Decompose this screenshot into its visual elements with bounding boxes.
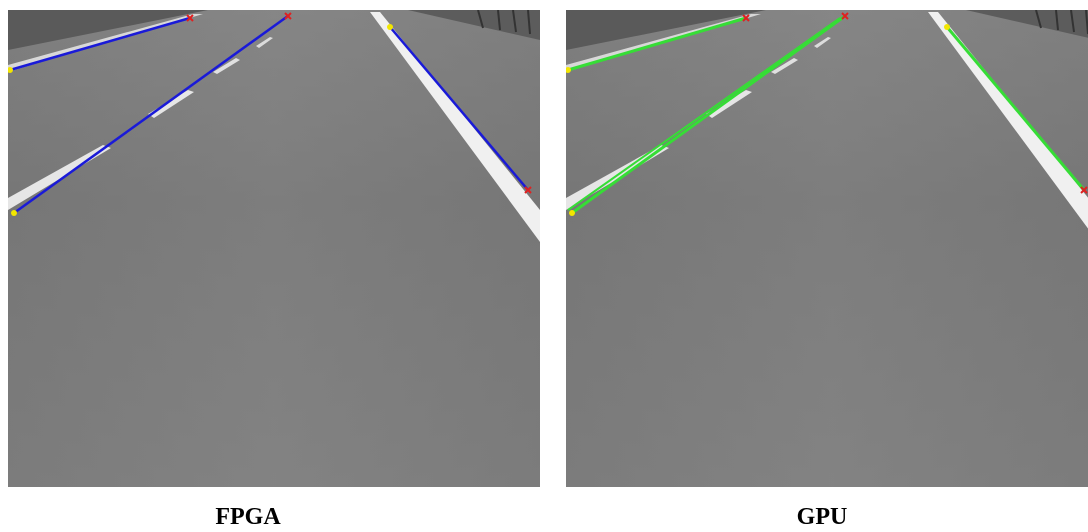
- lane-detections: [567, 14, 1086, 215]
- fpga-image: [8, 10, 540, 487]
- start-points: [8, 24, 393, 216]
- gpu-image: [566, 10, 1088, 487]
- start-points: [566, 24, 950, 216]
- lane-detections: [9, 14, 529, 215]
- caption: FPGA: [215, 504, 281, 530]
- end-points: [742, 12, 1088, 194]
- end-points: [186, 12, 532, 194]
- caption: GPU: [797, 504, 848, 530]
